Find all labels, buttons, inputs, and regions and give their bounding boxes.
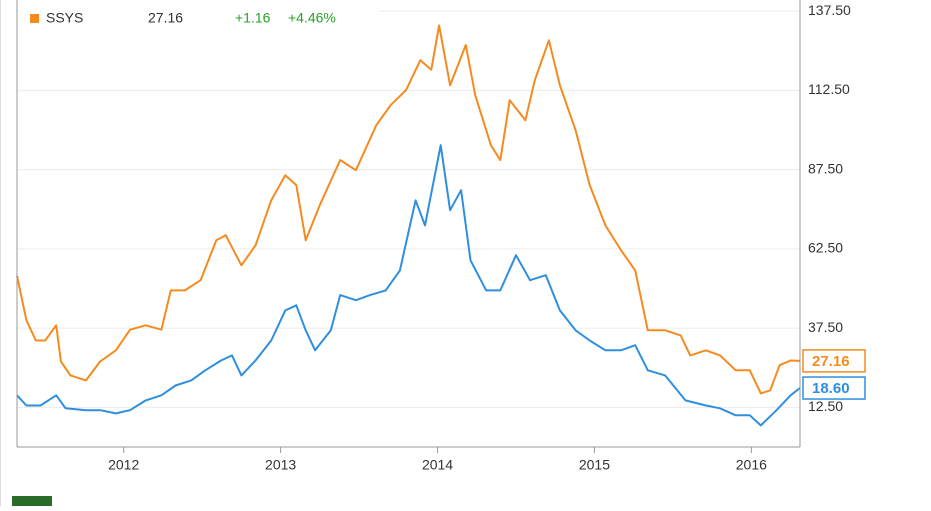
legend-last: 27.16 bbox=[148, 10, 183, 26]
grid bbox=[17, 10, 800, 408]
legend-change: +1.16 bbox=[235, 10, 271, 26]
lines bbox=[16, 24, 801, 427]
x-tick-label: 2016 bbox=[736, 457, 767, 473]
end-label-box bbox=[802, 349, 866, 373]
legend-name: SSYS bbox=[46, 10, 83, 26]
x-tick-label: 2013 bbox=[265, 457, 296, 473]
end-label: 18.60 bbox=[812, 380, 850, 397]
x-tick-label: 2015 bbox=[579, 457, 610, 473]
end-label-box bbox=[802, 376, 866, 400]
y-tick-label: 112.50 bbox=[808, 81, 850, 97]
legend-change-pct: +4.46% bbox=[288, 10, 336, 26]
legend: SSYS 27.16 +1.16 +4.46% bbox=[20, 2, 380, 36]
y-tick-label: 137.50 bbox=[808, 2, 851, 18]
end-label: 27.16 bbox=[812, 353, 850, 370]
series-line bbox=[16, 24, 801, 395]
x-tick-label: 2014 bbox=[422, 457, 453, 473]
y-tick-label: 87.50 bbox=[808, 160, 843, 176]
legend-box bbox=[20, 2, 380, 36]
y-tick-label: 62.50 bbox=[808, 240, 843, 256]
y-tick-label: 12.50 bbox=[808, 398, 843, 414]
logo bbox=[12, 496, 52, 506]
x-tick-label: 2012 bbox=[108, 457, 139, 473]
legend-swatch bbox=[30, 14, 39, 23]
y-tick-label: 37.50 bbox=[808, 319, 843, 335]
series-line bbox=[16, 144, 801, 427]
